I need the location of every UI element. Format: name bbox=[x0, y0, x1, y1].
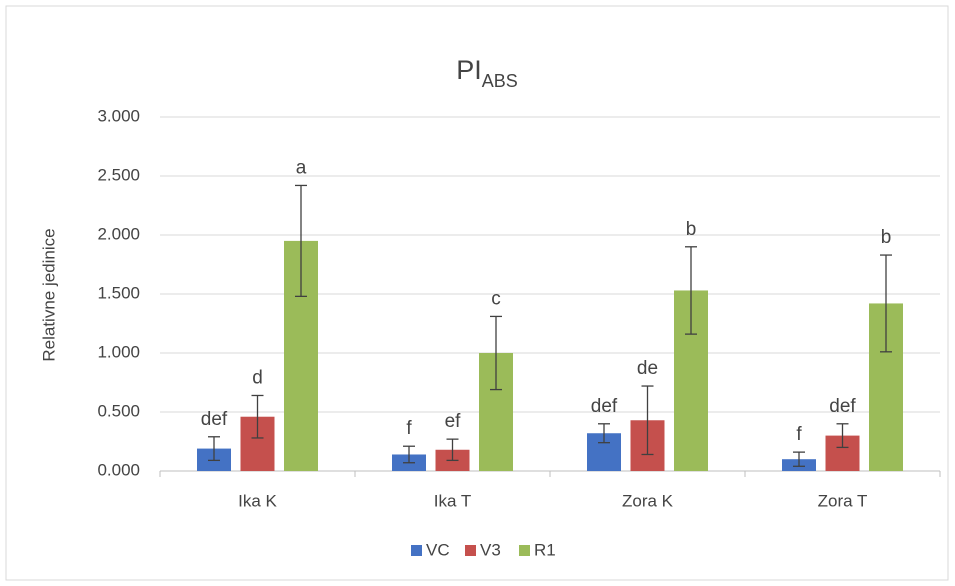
error-bar bbox=[793, 451, 805, 467]
error-bar bbox=[403, 445, 415, 464]
error-bar bbox=[251, 394, 264, 439]
y-tick-label: 1.500 bbox=[97, 283, 140, 302]
significance-label: def bbox=[591, 396, 618, 417]
error-bar bbox=[685, 246, 697, 335]
y-tick-label: 2.500 bbox=[97, 165, 140, 184]
legend-swatch bbox=[465, 545, 476, 556]
error-bar bbox=[490, 315, 502, 391]
y-tick-label: 3.000 bbox=[97, 106, 140, 125]
chart-border bbox=[5, 5, 949, 581]
legend-label: R1 bbox=[534, 540, 556, 559]
chart-title: PIABS bbox=[456, 55, 518, 91]
significance-label: a bbox=[296, 157, 307, 178]
legend-swatch bbox=[519, 545, 530, 556]
error-bar bbox=[446, 438, 459, 462]
y-axis-label: Relativne jedinice bbox=[39, 228, 58, 361]
significance-label: b bbox=[881, 227, 892, 248]
x-tick-label: Ika T bbox=[434, 491, 471, 510]
error-bar bbox=[880, 254, 892, 353]
error-bar bbox=[598, 423, 610, 444]
significance-label: ef bbox=[445, 411, 462, 432]
error-bar bbox=[208, 436, 220, 462]
significance-label: f bbox=[406, 418, 412, 439]
y-tick-label: 0.500 bbox=[97, 401, 140, 420]
significance-label: c bbox=[491, 288, 501, 309]
significance-label: b bbox=[686, 219, 697, 240]
x-tick-label: Zora T bbox=[818, 491, 868, 510]
significance-label: def bbox=[829, 396, 856, 417]
x-tick-label: Ika K bbox=[238, 491, 277, 510]
significance-label: d bbox=[252, 367, 263, 388]
x-tick-label: Zora K bbox=[622, 491, 674, 510]
significance-label: f bbox=[796, 424, 802, 445]
significance-label: de bbox=[637, 358, 658, 379]
legend-swatch bbox=[411, 545, 422, 556]
y-tick-label: 1.000 bbox=[97, 342, 140, 361]
significance-label: def bbox=[201, 409, 228, 430]
legend-label: V3 bbox=[480, 540, 501, 559]
y-tick-label: 0.000 bbox=[97, 460, 140, 479]
legend-label: VC bbox=[426, 540, 450, 559]
y-tick-label: 2.000 bbox=[97, 224, 140, 243]
error-bar bbox=[295, 184, 307, 298]
error-bar bbox=[836, 423, 849, 449]
title-main: PI bbox=[456, 55, 482, 85]
error-bar bbox=[641, 385, 654, 456]
title-subscript: ABS bbox=[482, 71, 518, 91]
